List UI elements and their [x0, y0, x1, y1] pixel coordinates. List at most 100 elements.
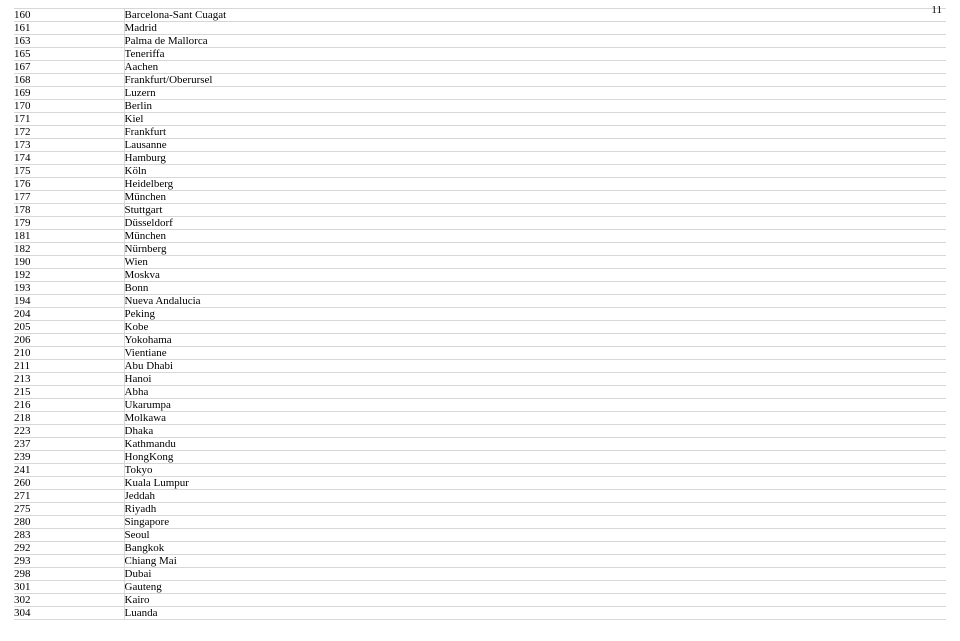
cell-name: Tokyo — [124, 464, 946, 477]
cell-name: Teneriffa — [124, 48, 946, 61]
table-row: 179Düsseldorf — [14, 217, 946, 230]
cell-code: 169 — [14, 87, 124, 100]
cell-code: 223 — [14, 425, 124, 438]
cell-name: Palma de Mallorca — [124, 35, 946, 48]
table-row: 260Kuala Lumpur — [14, 477, 946, 490]
cell-code: 301 — [14, 581, 124, 594]
cell-code: 182 — [14, 243, 124, 256]
cell-code: 283 — [14, 529, 124, 542]
cell-name: Abu Dhabi — [124, 360, 946, 373]
cell-name: Vientiane — [124, 347, 946, 360]
table-row: 301Gauteng — [14, 581, 946, 594]
cell-name: Molkawa — [124, 412, 946, 425]
table-row: 170Berlin — [14, 100, 946, 113]
cell-code: 206 — [14, 334, 124, 347]
cell-name: Madrid — [124, 22, 946, 35]
cell-name: Chiang Mai — [124, 555, 946, 568]
cell-name: Hamburg — [124, 152, 946, 165]
cell-code: 179 — [14, 217, 124, 230]
cell-name: Kathmandu — [124, 438, 946, 451]
table-row: 171Kiel — [14, 113, 946, 126]
cell-name: Köln — [124, 165, 946, 178]
table-row: 271Jeddah — [14, 490, 946, 503]
table-row: 192Moskva — [14, 269, 946, 282]
cell-name: Kiel — [124, 113, 946, 126]
cell-name: Riyadh — [124, 503, 946, 516]
cell-code: 175 — [14, 165, 124, 178]
cell-code: 260 — [14, 477, 124, 490]
cell-code: 302 — [14, 594, 124, 607]
table-row: 173Lausanne — [14, 139, 946, 152]
cell-code: 190 — [14, 256, 124, 269]
cell-code: 218 — [14, 412, 124, 425]
cell-name: Kairo — [124, 594, 946, 607]
cell-code: 241 — [14, 464, 124, 477]
table-row: 163Palma de Mallorca — [14, 35, 946, 48]
cell-name: Ukarumpa — [124, 399, 946, 412]
code-table: 160Barcelona-Sant Cuagat161Madrid163Palm… — [14, 8, 946, 620]
cell-code: 210 — [14, 347, 124, 360]
cell-name: Düsseldorf — [124, 217, 946, 230]
table-row: 292Bangkok — [14, 542, 946, 555]
cell-code: 163 — [14, 35, 124, 48]
table-row: 239HongKong — [14, 451, 946, 464]
table-row: 237Kathmandu — [14, 438, 946, 451]
cell-code: 204 — [14, 308, 124, 321]
cell-code: 181 — [14, 230, 124, 243]
table-row: 223Dhaka — [14, 425, 946, 438]
cell-code: 168 — [14, 74, 124, 87]
table-row: 204Peking — [14, 308, 946, 321]
table-row: 218Molkawa — [14, 412, 946, 425]
cell-name: Abha — [124, 386, 946, 399]
page: 11 160Barcelona-Sant Cuagat161Madrid163P… — [0, 0, 960, 634]
table-row: 206Yokohama — [14, 334, 946, 347]
table-row: 168Frankfurt/Oberursel — [14, 74, 946, 87]
cell-name: Jeddah — [124, 490, 946, 503]
cell-code: 192 — [14, 269, 124, 282]
cell-code: 177 — [14, 191, 124, 204]
cell-code: 216 — [14, 399, 124, 412]
table-row: 302Kairo — [14, 594, 946, 607]
cell-code: 211 — [14, 360, 124, 373]
cell-code: 170 — [14, 100, 124, 113]
table-row: 190Wien — [14, 256, 946, 269]
cell-code: 171 — [14, 113, 124, 126]
cell-code: 271 — [14, 490, 124, 503]
table-row: 205Kobe — [14, 321, 946, 334]
table-row: 175Köln — [14, 165, 946, 178]
cell-name: Dubai — [124, 568, 946, 581]
cell-code: 178 — [14, 204, 124, 217]
cell-name: Luanda — [124, 607, 946, 620]
cell-name: Bangkok — [124, 542, 946, 555]
table-row: 298Dubai — [14, 568, 946, 581]
cell-name: Yokohama — [124, 334, 946, 347]
cell-code: 213 — [14, 373, 124, 386]
table-row: 165Teneriffa — [14, 48, 946, 61]
table-row: 304Luanda — [14, 607, 946, 620]
table-row: 280Singapore — [14, 516, 946, 529]
table-row: 194Nueva Andalucia — [14, 295, 946, 308]
table-row: 177München — [14, 191, 946, 204]
cell-code: 205 — [14, 321, 124, 334]
cell-code: 173 — [14, 139, 124, 152]
cell-name: Seoul — [124, 529, 946, 542]
cell-code: 237 — [14, 438, 124, 451]
cell-code: 167 — [14, 61, 124, 74]
cell-name: Nueva Andalucia — [124, 295, 946, 308]
cell-name: Frankfurt — [124, 126, 946, 139]
cell-name: Barcelona-Sant Cuagat — [124, 9, 946, 22]
cell-name: Kuala Lumpur — [124, 477, 946, 490]
cell-code: 304 — [14, 607, 124, 620]
table-row: 167Aachen — [14, 61, 946, 74]
table-row: 172Frankfurt — [14, 126, 946, 139]
cell-name: Luzern — [124, 87, 946, 100]
cell-name: HongKong — [124, 451, 946, 464]
cell-name: Moskva — [124, 269, 946, 282]
page-number: 11 — [931, 4, 942, 16]
cell-code: 160 — [14, 9, 124, 22]
cell-name: Singapore — [124, 516, 946, 529]
table-row: 293Chiang Mai — [14, 555, 946, 568]
cell-code: 292 — [14, 542, 124, 555]
cell-code: 172 — [14, 126, 124, 139]
table-row: 161Madrid — [14, 22, 946, 35]
